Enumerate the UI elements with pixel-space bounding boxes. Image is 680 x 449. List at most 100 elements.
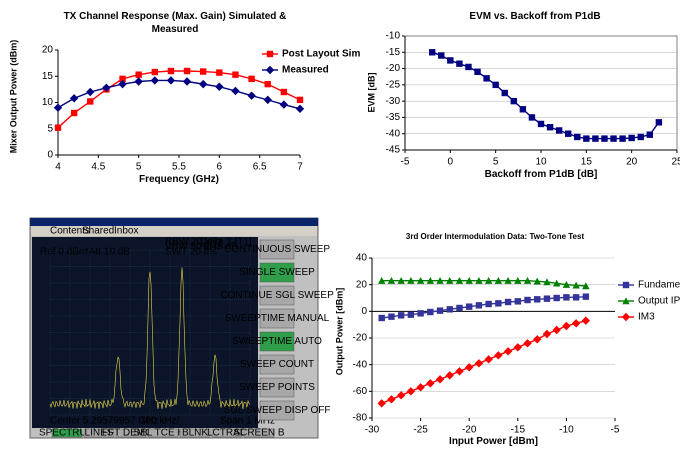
marker <box>248 76 254 82</box>
y-tick-label: -10 <box>386 31 401 42</box>
marker <box>447 57 453 63</box>
x-axis-title: Frequency (GHz) <box>18 173 340 186</box>
y-tick-label: -30 <box>386 96 401 107</box>
marker <box>492 82 498 88</box>
marker <box>184 68 190 74</box>
toolbar-item: Inbox <box>114 226 138 237</box>
softkey-label[interactable]: SWEEP POINTS <box>239 382 315 393</box>
marker <box>619 135 625 141</box>
y-axis-title: Mixer Output Power (dBm) <box>8 36 21 156</box>
marker <box>562 322 570 330</box>
marker <box>135 71 141 77</box>
softkey-label[interactable]: SWEEP COUNT <box>240 359 314 370</box>
softkey-label[interactable]: SWEEPTIME AUTO <box>232 336 322 347</box>
marker <box>628 135 634 141</box>
x-tick-label: 20 <box>626 157 638 168</box>
marker <box>456 60 462 66</box>
marker <box>438 52 444 58</box>
chart-title: EVM vs. Backoff from P1dB <box>420 10 650 23</box>
x-tick-label: 5 <box>136 162 142 173</box>
marker <box>638 134 644 140</box>
y-tick-label: -35 <box>386 112 401 123</box>
marker <box>408 311 414 317</box>
marker <box>623 282 629 288</box>
marker <box>152 69 158 75</box>
softkey-label[interactable]: SGL SWEEP DISP OFF <box>223 405 330 416</box>
marker <box>281 89 287 95</box>
legend-label: Measured <box>282 65 329 76</box>
y-tick-label: 5 <box>47 123 53 134</box>
marker <box>552 326 560 334</box>
softkey-label[interactable]: SINGLE SWEEP <box>239 267 315 278</box>
marker <box>427 309 433 315</box>
marker <box>378 399 386 407</box>
marker <box>54 104 62 112</box>
x-axis-title: Backoff from P1dB [dB] <box>365 168 680 181</box>
y-tick-label: -25 <box>386 79 401 90</box>
marker <box>582 316 590 324</box>
chart-title: 3rd Order Intermodulation Data: Two-Tone… <box>370 230 620 243</box>
marker <box>426 379 434 387</box>
header-text: *Att 10 dB <box>85 247 130 258</box>
x-tick-label: 10 <box>535 157 547 168</box>
softkey-label[interactable]: CONTINUOUS SWEEP <box>224 244 330 255</box>
marker <box>474 69 480 75</box>
marker <box>544 295 550 301</box>
marker <box>86 88 94 96</box>
y-tick-label: -15 <box>386 47 401 58</box>
marker <box>523 339 531 347</box>
marker <box>151 76 159 84</box>
marker <box>515 298 521 304</box>
y-tick-label: 40 <box>356 253 368 264</box>
marker <box>455 367 463 375</box>
marker <box>514 343 522 351</box>
marker <box>429 49 435 55</box>
marker <box>476 302 482 308</box>
marker <box>538 121 544 127</box>
x-tick-label: 15 <box>581 157 593 168</box>
marker <box>167 76 175 84</box>
marker <box>543 330 551 338</box>
marker <box>520 106 526 112</box>
softkey-label[interactable]: CONTINUE SGL SWEEP <box>220 290 334 301</box>
marker <box>296 105 304 113</box>
series-line <box>58 80 300 108</box>
x-tick-label: -10 <box>559 425 574 436</box>
x-tick-label: 7 <box>297 162 303 173</box>
x-tick-label: -30 <box>365 425 380 436</box>
marker <box>417 310 423 316</box>
y-tick-label: -45 <box>386 145 401 156</box>
x-tick-label: -20 <box>462 425 477 436</box>
marker <box>216 69 222 75</box>
marker <box>280 100 288 108</box>
marker <box>505 299 511 305</box>
marker <box>465 64 471 70</box>
marker <box>610 135 616 141</box>
y-tick-label: 10 <box>42 97 54 108</box>
y-tick-label: 15 <box>42 71 54 82</box>
marker <box>199 80 207 88</box>
legend-label: Fundament <box>638 280 680 291</box>
marker <box>572 319 580 327</box>
marker <box>267 51 273 57</box>
bottom-key-label[interactable]: SCREEN B <box>233 428 284 439</box>
y-tick-label: 20 <box>356 279 368 290</box>
softkey-label[interactable]: SWEEPTIME MANUAL <box>225 313 330 324</box>
marker <box>502 90 508 96</box>
marker <box>484 355 492 363</box>
x-tick-label: 0 <box>448 157 454 168</box>
marker <box>524 297 530 303</box>
header-text: Ref 0 dBm <box>40 247 87 258</box>
marker <box>70 94 78 102</box>
x-tick-label: 25 <box>671 157 680 168</box>
marker <box>387 395 395 403</box>
bottom-key-label[interactable]: BLNK <box>182 428 208 439</box>
y-tick-label: 0 <box>361 306 367 317</box>
marker <box>656 119 662 125</box>
marker <box>183 77 191 85</box>
marker <box>622 313 630 321</box>
marker <box>583 135 589 141</box>
marker <box>483 75 489 81</box>
y-tick-label: -60 <box>353 386 368 397</box>
x-tick-label: 6.5 <box>253 162 267 173</box>
